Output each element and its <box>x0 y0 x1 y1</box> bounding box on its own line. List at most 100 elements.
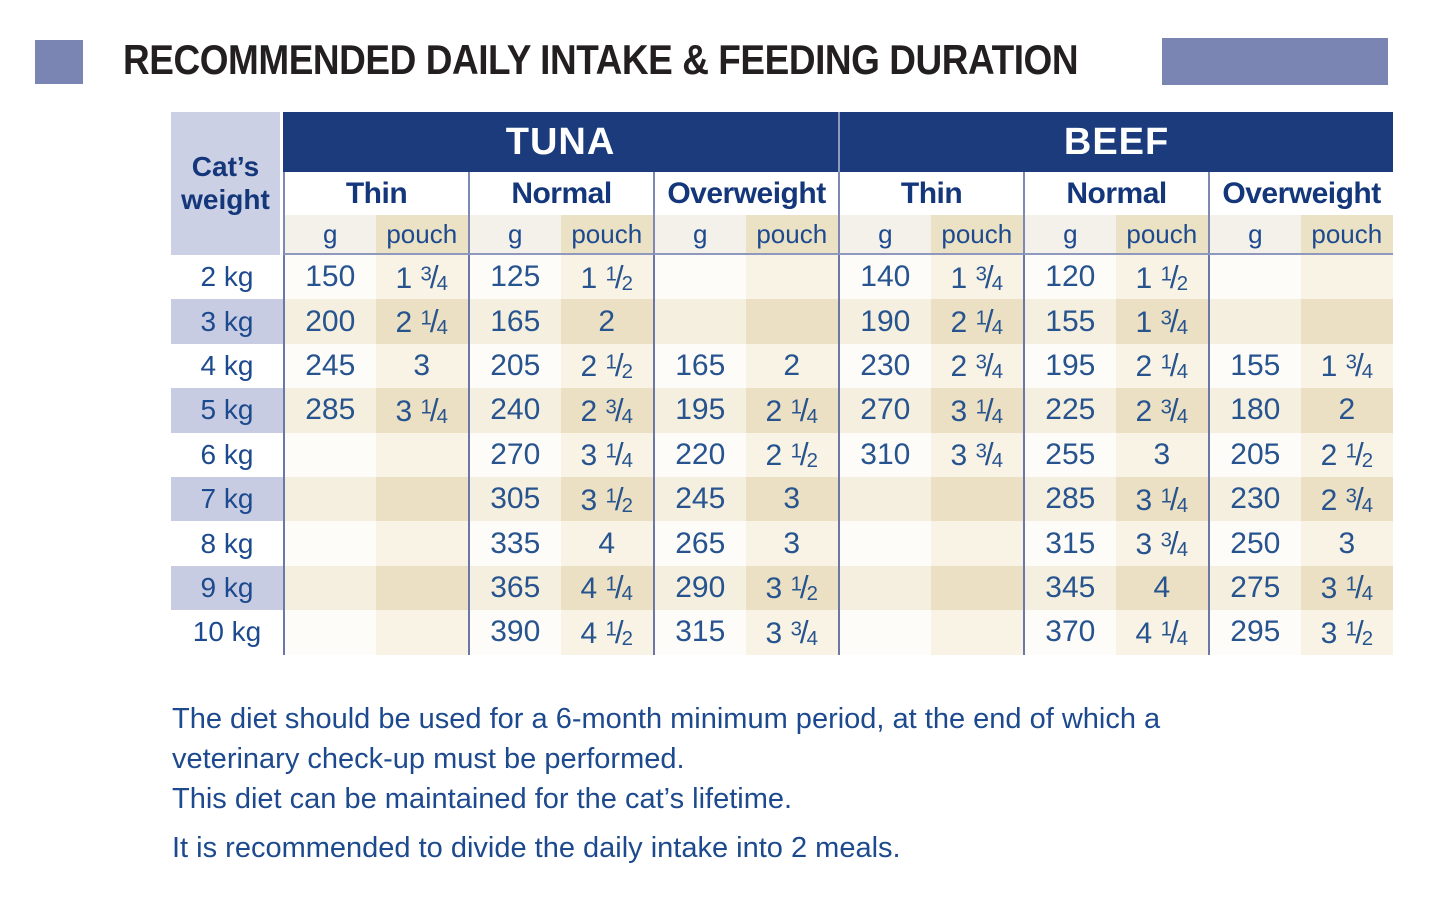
grams-cell <box>283 476 376 522</box>
grams-cell: 205 <box>468 343 561 389</box>
pouch-cell: 2 1/2 <box>1300 432 1394 477</box>
grams-cell: 150 <box>283 255 376 300</box>
grams-cell <box>1208 255 1301 300</box>
grams-cell: 200 <box>283 299 376 344</box>
pouch-cell: 3 <box>1115 432 1209 477</box>
pouch-cell: 3 <box>745 476 839 522</box>
grams-cell <box>283 432 376 477</box>
pouch-cell: 3 3/4 <box>930 432 1024 477</box>
pouch-cell: 2 1/4 <box>930 299 1024 344</box>
pouch-cell: 2 3/4 <box>1300 476 1394 522</box>
subgroup-beef-thin: Thin <box>838 172 1024 215</box>
pouch-cell: 2 1/2 <box>560 343 653 389</box>
pouch-cell: 2 3/4 <box>560 388 653 433</box>
table-row: 3 kg 200 2 1/4 165 2 190 2 1/4 155 1 3/4 <box>171 299 1394 344</box>
pouch-cell: 1 3/4 <box>375 255 468 300</box>
pouch-cell: 1 1/2 <box>1115 255 1209 300</box>
unit-header-grams: g <box>838 215 931 255</box>
grams-cell <box>838 565 931 611</box>
weight-cell: 4 kg <box>171 343 283 389</box>
grams-cell: 205 <box>1208 432 1301 477</box>
pouch-cell: 4 1/2 <box>560 610 653 655</box>
unit-header-grams: g <box>653 215 746 255</box>
grams-cell: 165 <box>468 299 561 344</box>
column-group-tuna: TUNA <box>283 112 839 172</box>
pouch-cell: 3 1/2 <box>745 565 839 611</box>
unit-header-grams: g <box>283 215 376 255</box>
subgroup-tuna-overweight: Overweight <box>653 172 839 215</box>
unit-header-pouch: pouch <box>1115 215 1209 255</box>
grams-cell: 335 <box>468 521 561 566</box>
grams-cell: 140 <box>838 255 931 300</box>
table-row: 7 kg 305 3 1/2 245 3 285 3 1/4 230 2 3/4 <box>171 476 1394 522</box>
table-row: 10 kg 390 4 1/2 315 3 3/4 370 4 1/4 295 3 1/2 <box>171 610 1394 655</box>
grams-cell: 295 <box>1208 610 1301 655</box>
subgroup-tuna-thin: Thin <box>283 172 468 215</box>
grams-cell <box>838 476 931 522</box>
table-row: 9 kg 365 4 1/4 290 3 1/2 345 4 275 3 1/4 <box>171 565 1394 611</box>
group-header-row: Cat’s weight TUNA BEEF <box>171 112 1394 255</box>
pouch-cell: 4 1/4 <box>1115 610 1209 655</box>
grams-cell: 220 <box>653 432 746 477</box>
grams-cell: 275 <box>1208 565 1301 611</box>
unit-header-pouch: pouch <box>930 215 1024 255</box>
pouch-cell <box>930 565 1024 611</box>
pouch-cell: 3 1/4 <box>560 432 653 477</box>
pouch-cell: 3 <box>1300 521 1394 566</box>
pouch-cell: 2 1/4 <box>1115 343 1209 389</box>
pouch-cell <box>930 476 1024 522</box>
pouch-cell: 4 <box>1115 565 1209 611</box>
grams-cell: 155 <box>1208 343 1301 389</box>
pouch-cell: 1 1/2 <box>560 255 653 300</box>
subgroup-tuna-normal: Normal <box>468 172 653 215</box>
grams-cell: 240 <box>468 388 561 433</box>
pouch-cell: 2 <box>1300 388 1394 433</box>
pouch-cell <box>1300 255 1394 300</box>
pouch-cell: 2 1/4 <box>745 388 839 433</box>
grams-cell: 195 <box>1023 343 1116 389</box>
pouch-cell <box>1300 299 1394 344</box>
pouch-cell <box>930 521 1024 566</box>
grams-cell: 315 <box>653 610 746 655</box>
grams-cell: 315 <box>1023 521 1116 566</box>
title-accent-bar <box>1162 38 1388 85</box>
unit-header-grams: g <box>1208 215 1301 255</box>
pouch-cell: 3 1/4 <box>1300 565 1394 611</box>
weight-cell: 7 kg <box>171 476 283 522</box>
pouch-cell: 1 3/4 <box>1300 343 1394 389</box>
feeding-table: Cat’s weight TUNA BEEF Thin Normal Overw… <box>171 112 1394 655</box>
pouch-cell: 3 3/4 <box>1115 521 1209 566</box>
grams-cell: 245 <box>653 476 746 522</box>
unit-header-pouch: pouch <box>375 215 468 255</box>
pouch-cell: 2 3/4 <box>930 343 1024 389</box>
column-group-beef: BEEF <box>838 112 1394 172</box>
grams-cell: 265 <box>653 521 746 566</box>
grams-cell: 290 <box>653 565 746 611</box>
grams-cell <box>653 255 746 300</box>
feeding-table-container: Cat’s weight TUNA BEEF Thin Normal Overw… <box>171 112 1394 655</box>
weight-header-cell: Cat’s weight <box>171 112 283 255</box>
grams-cell: 250 <box>1208 521 1301 566</box>
grams-cell: 195 <box>653 388 746 433</box>
unit-header-grams: g <box>1023 215 1116 255</box>
pouch-cell: 2 <box>560 299 653 344</box>
subgroup-beef-overweight: Overweight <box>1208 172 1394 215</box>
pouch-cell: 1 3/4 <box>1115 299 1209 344</box>
pouch-cell <box>375 432 468 477</box>
subgroup-header-row: Thin Normal Overweight Thin Normal Overw… <box>171 172 1394 215</box>
grams-cell: 190 <box>838 299 931 344</box>
pouch-cell: 2 <box>745 343 839 389</box>
weight-cell: 2 kg <box>171 255 283 300</box>
pouch-cell <box>375 610 468 655</box>
pouch-cell: 3 <box>745 521 839 566</box>
grams-cell: 225 <box>1023 388 1116 433</box>
subgroup-beef-normal: Normal <box>1023 172 1209 215</box>
page-title: RECOMMENDED DAILY INTAKE & FEEDING DURAT… <box>123 36 1079 83</box>
footer-notes: The diet should be used for a 6-month mi… <box>172 699 1267 868</box>
grams-cell: 390 <box>468 610 561 655</box>
grams-cell <box>838 610 931 655</box>
pouch-cell: 4 1/4 <box>560 565 653 611</box>
pouch-cell: 4 <box>560 521 653 566</box>
pouch-cell <box>745 255 839 300</box>
